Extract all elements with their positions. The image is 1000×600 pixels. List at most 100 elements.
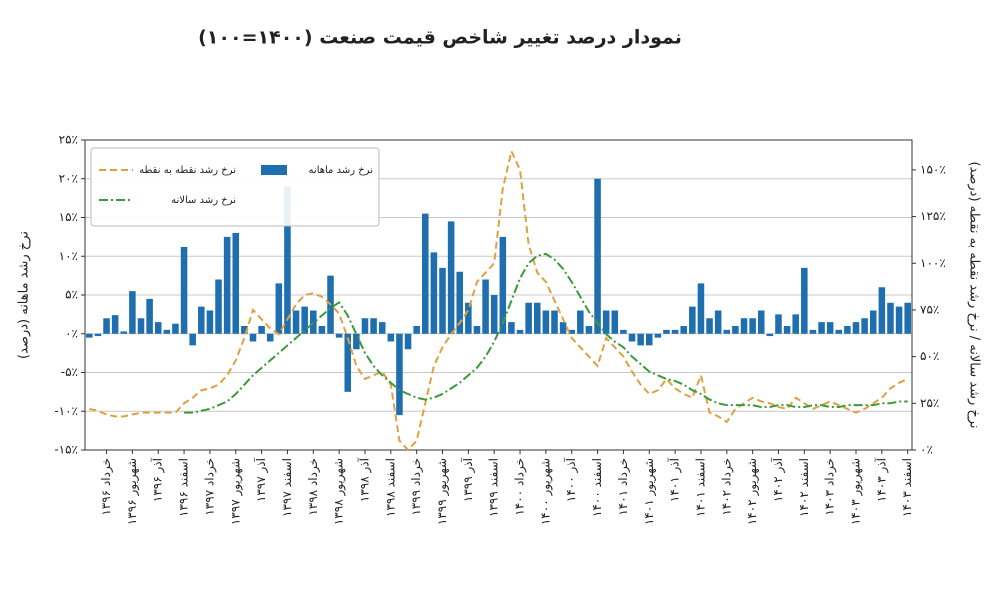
y-tick-label: ۱۰٪ xyxy=(59,249,78,263)
y2-tick-label: ۷۵٪ xyxy=(920,302,939,316)
bar xyxy=(508,322,515,334)
bar xyxy=(602,310,610,334)
bar xyxy=(86,333,93,338)
bar xyxy=(292,310,300,334)
x-tick-label: خرداد ۱۴۰۰ xyxy=(513,458,528,516)
bar xyxy=(249,333,257,342)
bar xyxy=(559,322,567,334)
bar xyxy=(533,302,541,334)
legend-label: نرخ رشد ماهانه xyxy=(309,165,373,176)
bar xyxy=(172,323,179,334)
bar xyxy=(378,322,386,334)
bar xyxy=(335,333,343,338)
legend-label: نرخ رشد سالانه xyxy=(171,195,236,206)
x-tick-label: خرداد ۱۳۹۷ xyxy=(202,458,217,516)
bar xyxy=(637,333,644,346)
bar xyxy=(516,329,524,334)
x-tick-label: شهریور ۱۳۹۷ xyxy=(228,458,243,525)
bar xyxy=(146,298,153,334)
bar xyxy=(887,302,894,334)
bar xyxy=(757,310,765,334)
x-tick-label: اسفند ۱۴۰۰ xyxy=(590,458,604,517)
bar xyxy=(861,318,868,334)
bar xyxy=(766,333,774,337)
bar xyxy=(163,329,171,334)
x-tick-label: شهریور ۱۳۹۹ xyxy=(435,458,450,525)
bar xyxy=(241,326,248,334)
x-tick-label: شهریور ۱۴۰۱ xyxy=(642,458,657,525)
x-tick-label: اسفند ۱۳۹۶ xyxy=(177,458,191,517)
x-tick-label: خرداد ۱۳۹۸ xyxy=(306,458,321,516)
bar xyxy=(783,326,791,334)
bar xyxy=(869,310,877,334)
bar xyxy=(301,306,308,334)
bar xyxy=(568,329,575,334)
bar xyxy=(490,295,498,334)
y2-tick-label: ۵۰٪ xyxy=(920,349,939,363)
bar xyxy=(447,221,455,334)
bar xyxy=(663,329,670,334)
bar xyxy=(120,331,128,334)
bar xyxy=(732,326,739,334)
x-tick-label: شهریور ۱۴۰۳ xyxy=(849,458,864,525)
bar xyxy=(111,315,119,334)
bar xyxy=(852,322,860,334)
bar xyxy=(723,329,731,334)
bar xyxy=(353,333,360,350)
bar xyxy=(620,329,627,334)
y-tick-label: -۱۰٪ xyxy=(54,404,78,418)
bar xyxy=(206,310,214,334)
x-tick-label: آذر ۱۴۰۱ xyxy=(667,457,683,502)
bar xyxy=(680,326,687,334)
x-tick-label: آذر ۱۳۹۸ xyxy=(356,457,372,502)
y2-tick-label: ۲۵٪ xyxy=(920,396,939,410)
bar xyxy=(671,329,679,334)
x-tick-label: آذر ۱۴۰۰ xyxy=(563,457,579,502)
bar xyxy=(904,302,911,334)
plot-frame xyxy=(84,139,913,451)
legend-swatch xyxy=(261,165,287,175)
x-tick-label: اسفند ۱۳۹۹ xyxy=(487,458,501,517)
x-tick-label: خرداد ۱۴۰۱ xyxy=(616,458,631,516)
bar xyxy=(404,333,412,350)
bar xyxy=(430,252,438,334)
bar xyxy=(714,310,722,334)
bar xyxy=(413,326,420,334)
x-tick-label: آذر ۱۴۰۲ xyxy=(770,457,786,502)
x-tick-label: شهریور ۱۳۹۸ xyxy=(332,458,347,525)
bar xyxy=(697,283,705,334)
bar xyxy=(594,178,601,334)
bar xyxy=(809,329,817,334)
y2-axis-label: نرخ رشد سالانه / نرخ رشد نقطه به نقطه (د… xyxy=(967,161,982,428)
bar xyxy=(344,333,352,392)
bar xyxy=(189,333,196,346)
bar xyxy=(482,279,489,334)
y-axis-label: نرخ رشد ماهانه (درصد) xyxy=(17,231,32,359)
y2-tick-label: ۰٪ xyxy=(920,443,933,457)
bar xyxy=(154,322,162,334)
bar xyxy=(740,318,748,334)
bar xyxy=(215,279,222,334)
bar xyxy=(628,333,636,342)
bar xyxy=(792,314,799,334)
bar xyxy=(465,302,472,334)
bar xyxy=(689,306,696,334)
bar xyxy=(439,267,446,334)
y2-tick-label: ۱۵۰٪ xyxy=(920,162,946,176)
y-tick-label: ۲۵٪ xyxy=(59,133,78,147)
bar xyxy=(94,333,102,337)
bar xyxy=(585,326,593,334)
bar xyxy=(284,186,291,334)
bar xyxy=(775,314,782,334)
bar xyxy=(275,283,283,334)
x-tick-label: اسفند ۱۴۰۲ xyxy=(797,458,811,517)
bar xyxy=(318,326,326,334)
bar xyxy=(361,318,369,334)
x-tick-label: خرداد ۱۴۰۲ xyxy=(719,458,734,516)
x-tick-label: شهریور ۱۴۰۰ xyxy=(538,458,553,525)
bar xyxy=(129,291,136,334)
x-tick-label: اسفند ۱۳۹۸ xyxy=(383,458,397,517)
line xyxy=(184,252,908,414)
